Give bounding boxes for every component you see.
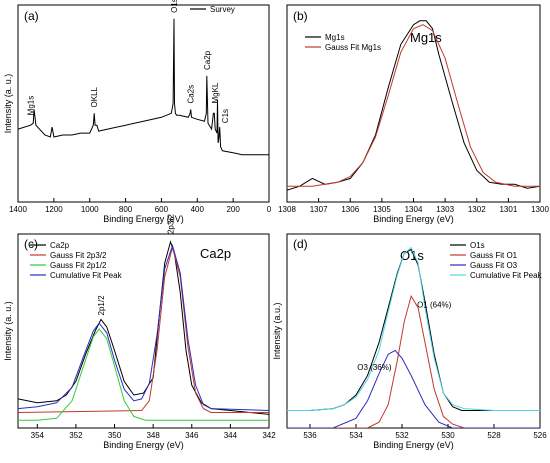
x-tick-label: 1307 (310, 205, 328, 214)
x-tick-label: 1200 (45, 205, 63, 214)
y-axis-label: Intensity (a. u.) (3, 301, 13, 361)
chart-panel-4: 536 534 532 530 528 526 Binding Energy (eV) Int… (272, 233, 547, 450)
series-line-2 (287, 294, 540, 428)
series-line-1 (287, 248, 540, 411)
series-line-2 (287, 24, 540, 187)
x-tick-label: 1400 (9, 205, 27, 214)
x-axis-label: Binding Energy (eV) (103, 214, 184, 224)
x-tick-label: 344 (224, 431, 238, 440)
y-axis-label: Intensity (a. u.) (3, 74, 13, 134)
y-axis-label: Intensity (a.u.) (272, 302, 282, 359)
x-tick-label: 534 (349, 431, 363, 440)
peak-annotation: O1s (170, 0, 179, 13)
x-tick-label: 200 (226, 205, 240, 214)
series-line-3 (287, 349, 540, 428)
plot-frame (286, 233, 541, 429)
chart-panel-3: 354 352 350 348 346 344 342 Binding Energy (eV)… (3, 213, 276, 450)
legend-label: Gauss Fit O1 (470, 251, 518, 260)
legend-label: Gauss Fit 2p1/2 (50, 261, 107, 270)
peak-annotation: 2p1/2 (97, 295, 106, 316)
x-tick-label: 1304 (405, 205, 423, 214)
peak-annotation: 2p3/2 (167, 213, 176, 234)
x-axis-label: Binding Energy (eV) (373, 214, 454, 224)
plot-frame (17, 4, 270, 203)
x-tick-label: 1306 (341, 205, 359, 214)
chart-panel-1: 1400 1200 1000 800 600 400 200 0 Binding Energy … (3, 0, 272, 224)
series-line-1 (18, 18, 269, 156)
x-tick-label: 1000 (81, 205, 99, 214)
peak-annotation: O1 (64%) (417, 301, 452, 310)
legend-label: Gauss Fit Mg1s (325, 43, 381, 52)
panel-label: (b) (293, 9, 308, 23)
x-tick-label: 1302 (468, 205, 486, 214)
legend-label: O1s (470, 241, 485, 250)
chart-title: Mg1s (410, 30, 442, 45)
legend-label: Gauss Fit 2p3/2 (50, 251, 107, 260)
x-tick-label: 532 (395, 431, 409, 440)
legend: Survey (190, 5, 235, 14)
chart-panel-2: 1308 1307 1306 1305 1304 1303 1302 1301 1300 Bind… (278, 4, 549, 224)
legend-label: Gauss Fit O3 (470, 261, 518, 270)
x-tick-label: 346 (185, 431, 199, 440)
legend-label: Survey (210, 5, 235, 14)
panel-label: (d) (293, 237, 308, 251)
x-tick-label: 1305 (373, 205, 391, 214)
x-tick-label: 0 (267, 205, 272, 214)
x-tick-label: 1300 (531, 205, 549, 214)
x-tick-label: 352 (69, 431, 83, 440)
plot-frame (17, 233, 270, 429)
legend-label: Cumulative Fit Peak (50, 271, 123, 280)
series-line-2 (18, 245, 269, 413)
peak-annotation: C1s (221, 109, 230, 123)
peak-annotation: MgKL (211, 82, 220, 103)
series-line-4 (287, 246, 540, 411)
chart-title: Ca2p (200, 246, 231, 261)
legend-label: Cumulative Fit Peak (470, 271, 543, 280)
peak-annotation: Mg1s (27, 96, 36, 116)
x-axis-label: Binding Energy (eV) (373, 440, 454, 450)
x-tick-label: 1308 (278, 205, 296, 214)
x-tick-label: 1303 (436, 205, 454, 214)
peak-annotation: OKLL (90, 86, 99, 107)
x-tick-label: 526 (533, 431, 547, 440)
peak-annotation: Ca2p (203, 50, 212, 70)
x-tick-label: 800 (119, 205, 133, 214)
panel-label: (a) (24, 9, 39, 23)
series-line-3 (18, 328, 269, 421)
x-tick-label: 354 (31, 431, 45, 440)
x-tick-label: 528 (487, 431, 501, 440)
x-tick-label: 348 (146, 431, 160, 440)
peak-annotation: Ca2s (187, 85, 196, 104)
legend-label: Ca2p (50, 241, 70, 250)
x-tick-label: 400 (191, 205, 205, 214)
x-tick-label: 600 (155, 205, 169, 214)
x-tick-label: 530 (441, 431, 455, 440)
x-tick-label: 1301 (499, 205, 517, 214)
x-tick-label: 342 (262, 431, 276, 440)
legend-label: Mg1s (325, 33, 345, 42)
peak-annotation: O3 (36%) (357, 363, 392, 372)
panel-label: (c) (24, 237, 38, 251)
x-tick-label: 536 (303, 431, 317, 440)
x-tick-label: 350 (108, 431, 122, 440)
series-line-4 (18, 243, 269, 411)
x-axis-label: Binding Energy (eV) (103, 440, 184, 450)
